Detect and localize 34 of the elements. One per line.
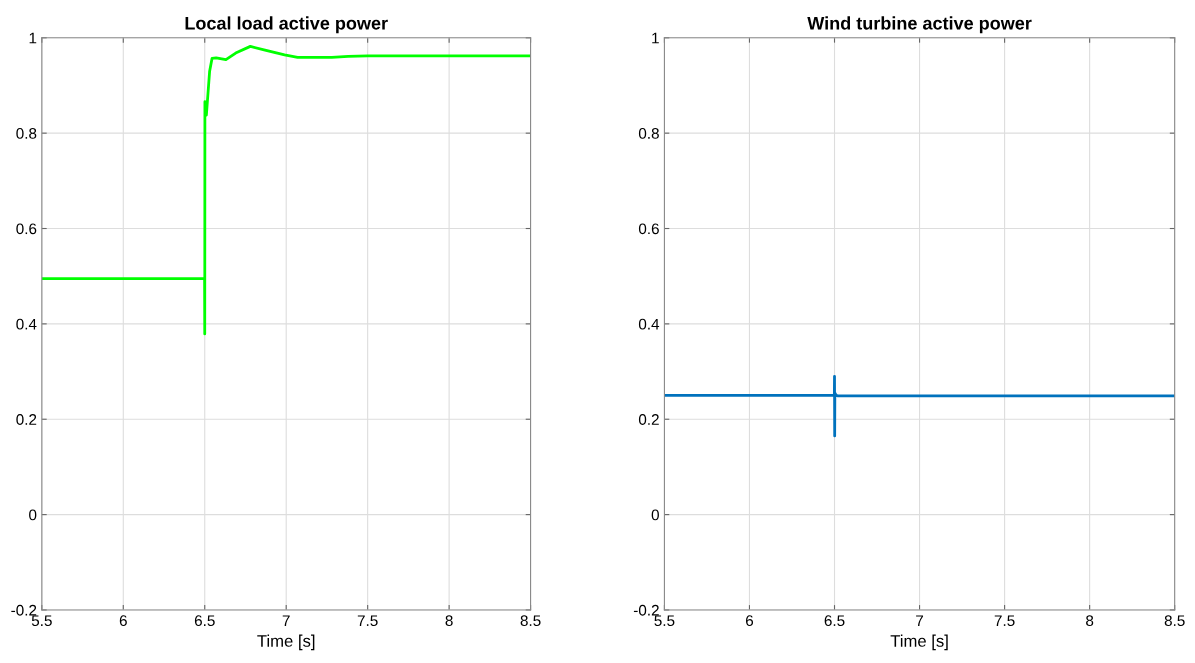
y-tick-label: 0.6 xyxy=(16,223,37,235)
x-tick-label: 8 xyxy=(445,615,453,627)
chart-title: Local load active power xyxy=(185,16,388,34)
x-tick-label: 7.5 xyxy=(994,615,1015,627)
chart-title: Wind turbine active power xyxy=(807,16,1032,34)
x-tick-label: 7 xyxy=(916,615,924,626)
x-tick-label: 7.5 xyxy=(357,615,378,627)
y-tick-label: 0 xyxy=(29,509,37,521)
x-tick-label: 5.5 xyxy=(31,615,52,627)
x-tick-label: 5.5 xyxy=(654,615,675,627)
y-tick-label: 1 xyxy=(29,32,37,44)
x-tick-label: 6 xyxy=(119,615,127,627)
line-series xyxy=(41,44,531,336)
x-tick-label: 6.5 xyxy=(824,615,845,627)
y-tick-label: 1 xyxy=(652,32,659,44)
x-tick-label: 7 xyxy=(282,615,290,626)
y-tick-label: -0.2 xyxy=(11,604,37,616)
y-tick-label: 0.8 xyxy=(638,128,659,139)
x-axis-title: Time [s] xyxy=(257,634,315,651)
y-tick-label: 0.8 xyxy=(16,128,37,139)
y-tick-label: 0.2 xyxy=(16,414,37,425)
y-tick-label: 0.2 xyxy=(638,414,659,425)
x-tick-label: 6.5 xyxy=(194,615,215,627)
line-series xyxy=(664,374,1175,438)
x-axis-title: Time [s] xyxy=(890,634,948,651)
y-tick-label: 0.4 xyxy=(16,318,37,330)
y-tick-label: -0.2 xyxy=(633,604,659,616)
x-tick-label: 6 xyxy=(745,615,754,627)
x-tick-label: 8.5 xyxy=(520,615,541,627)
y-tick-label: 0.4 xyxy=(638,318,660,330)
y-tick-label: 0 xyxy=(651,509,659,521)
x-tick-label: 8 xyxy=(1086,615,1094,627)
x-tick-label: 8.5 xyxy=(1164,615,1185,627)
y-tick-label: 0.6 xyxy=(638,223,659,235)
